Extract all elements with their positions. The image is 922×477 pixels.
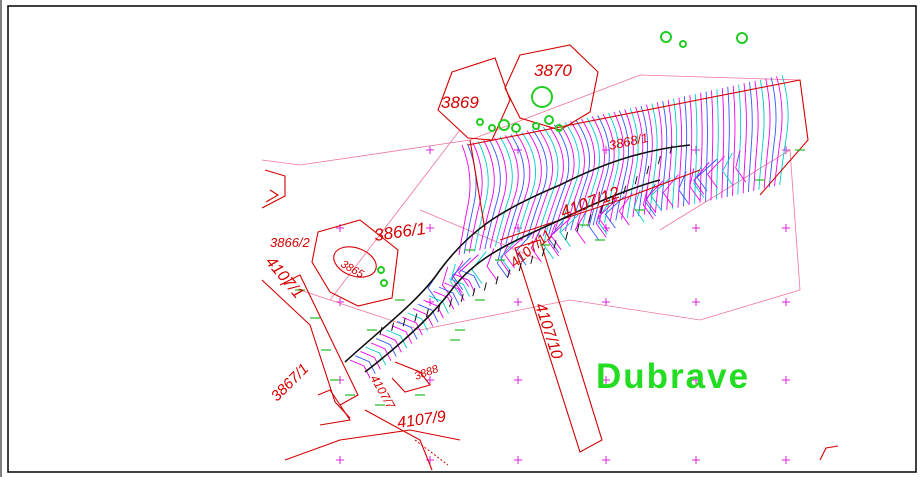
grid-cross [514, 456, 522, 464]
parcel-label: 4107/10 [531, 301, 565, 361]
contour-line [633, 107, 643, 217]
contour-line [684, 96, 687, 206]
contour-line [661, 101, 667, 211]
contour-line [716, 89, 718, 199]
contour-line [711, 90, 713, 200]
grid-cross [426, 224, 434, 232]
contour-line [418, 304, 438, 322]
road-tick [484, 282, 486, 290]
contour-line [667, 100, 672, 210]
grid-cross [514, 376, 522, 384]
parcel-label: 3869 [441, 93, 479, 112]
grid-cross [336, 456, 344, 464]
contour-line [759, 80, 764, 190]
grid-cross [692, 224, 700, 232]
contour-line [634, 190, 644, 222]
contour-line [722, 88, 724, 198]
grid-cross [692, 298, 700, 306]
road-tick [635, 176, 637, 184]
pink-boundaries [262, 75, 800, 330]
road-tick [624, 186, 626, 194]
grid-cross [692, 456, 700, 464]
dashed-line [415, 440, 448, 465]
parcel-label: 4107/1 [262, 254, 306, 302]
parcel-label: 3866/1 [373, 219, 427, 245]
contour-line [428, 270, 440, 302]
grid-cross [782, 224, 790, 232]
contour-line [366, 347, 386, 365]
contour-line [610, 112, 624, 222]
contour-line [764, 79, 770, 189]
contour-line [706, 92, 708, 202]
contour-line [780, 75, 788, 185]
contour-line [738, 84, 741, 194]
grid-cross [692, 146, 700, 154]
road-tick [496, 276, 498, 284]
road-tick [415, 314, 417, 322]
road-tick [450, 299, 452, 307]
parcel-label: 3870 [534, 61, 572, 80]
road-tick [647, 166, 649, 174]
grid-cross [782, 298, 790, 306]
road-tick [566, 232, 568, 240]
grid-cross [782, 456, 790, 464]
contour-line [376, 339, 396, 357]
contour-line [650, 103, 657, 213]
contour-line [350, 360, 370, 378]
contour-line [501, 136, 519, 246]
contour-line [700, 93, 702, 203]
parcel-label: 3867/1 [268, 360, 312, 404]
grid-cross [514, 298, 522, 306]
contour-line [748, 82, 752, 192]
road-tick [658, 156, 660, 164]
grid-cross [426, 146, 434, 154]
contour-line [381, 334, 401, 352]
grid-cross [782, 376, 790, 384]
parcel-label: 3866/2 [270, 235, 311, 250]
contour-line [754, 81, 758, 191]
contour-line [733, 86, 735, 196]
parcel-label: 4107/7 [367, 373, 398, 413]
place-name-label: Dubrave [596, 357, 750, 396]
grid-cross [602, 456, 610, 464]
parcel-label: 4107/9 [396, 408, 447, 432]
contour-line [672, 99, 676, 209]
contour-line [371, 343, 391, 361]
contour-line [769, 77, 776, 187]
parcel-label: 3865 [339, 258, 367, 281]
